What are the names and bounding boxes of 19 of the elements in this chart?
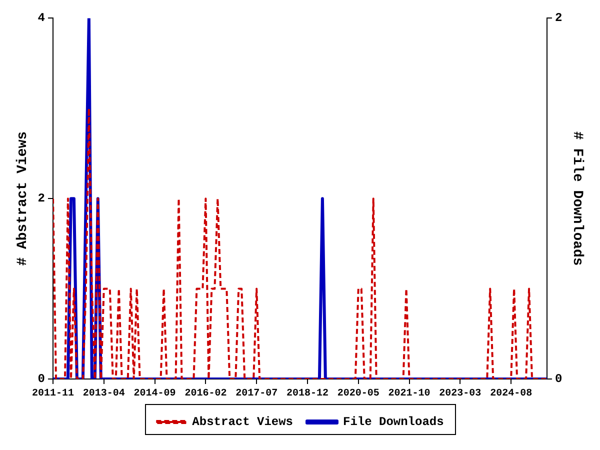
legend-label: File Downloads — [343, 415, 444, 430]
y-tick-label: 0 — [38, 372, 45, 386]
y-axis-title: # Abstract Views — [14, 131, 31, 266]
x-tick-label: 2014-09 — [134, 388, 176, 400]
y2-tick-label: 2 — [555, 11, 562, 26]
x-tick-label: 2016-02 — [184, 388, 227, 400]
x-tick-label: 2018-12 — [286, 388, 328, 400]
x-tick-label: 2013-04 — [82, 388, 125, 400]
y2-tick-label: 0 — [555, 372, 562, 386]
x-tick-label: 2021-10 — [388, 388, 430, 400]
x-tick-label: 2020-05 — [337, 388, 380, 400]
y-tick-label: 2 — [38, 192, 45, 206]
legend-label: Abstract Views — [192, 415, 294, 430]
x-tick-label: 2023-03 — [439, 388, 482, 400]
x-tick-label: 2024-08 — [490, 388, 532, 400]
y2-axis-title: # File Downloads — [569, 131, 586, 266]
y-tick-label: 4 — [38, 11, 45, 26]
x-tick-label: 2011-11 — [32, 388, 74, 400]
x-tick-label: 2017-07 — [236, 388, 278, 400]
